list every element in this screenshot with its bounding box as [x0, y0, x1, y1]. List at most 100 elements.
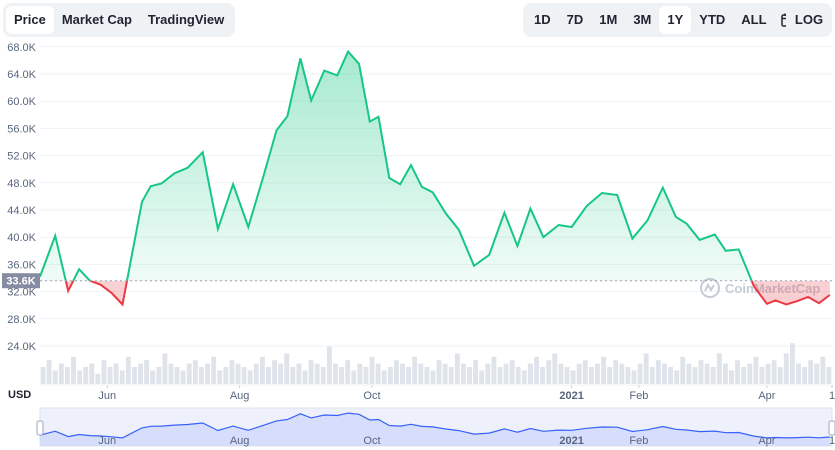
volume-bar [454, 353, 460, 384]
volume-bar [393, 360, 399, 384]
volume-bar [64, 367, 70, 384]
volume-bar [296, 363, 302, 384]
volume-bar [284, 353, 290, 384]
range-all[interactable]: ALL [741, 12, 767, 27]
x-axis: Jun Aug Oct 2021 Feb Apr 1 [40, 384, 835, 402]
volume-bar [107, 367, 113, 384]
volume-bar [692, 367, 698, 384]
volume-bar [46, 360, 52, 384]
volume-bar [686, 363, 692, 384]
volume-bar [223, 367, 229, 384]
navigator-tick-label: Apr [758, 435, 775, 447]
x-tick-label: Aug [230, 390, 250, 402]
navigator: Jun Aug Oct 2021 Feb Apr 1 [36, 407, 835, 447]
volume-bar [826, 367, 832, 384]
range-3m[interactable]: 3M [633, 12, 652, 27]
volume-bar [637, 363, 643, 384]
volume-bar [808, 360, 814, 384]
time-range-selector: 1D 7D 1M 3M 1Y YTD ALL [523, 3, 804, 37]
volume-bar [339, 367, 345, 384]
volume-bar [138, 363, 143, 384]
price-line-up [39, 49, 753, 281]
volume-bar [333, 363, 338, 384]
volume-bar [95, 373, 101, 384]
volume-bar [205, 363, 210, 384]
volume-bar [448, 367, 454, 384]
volume-bar [796, 363, 801, 384]
navigator-tick-label: Oct [363, 435, 380, 447]
tab-tradingview[interactable]: TradingView [147, 12, 225, 27]
volume-bar [247, 370, 253, 384]
navigator-tick-label: Feb [629, 435, 648, 447]
volume-bar [351, 370, 357, 384]
volume-bar [722, 363, 728, 384]
range-7d[interactable]: 7D [566, 12, 584, 27]
volume-bar [131, 367, 137, 384]
range-ytd[interactable]: YTD [699, 12, 726, 27]
volume-bar [150, 370, 156, 384]
volume-bar [113, 363, 119, 384]
volume-bar [58, 363, 64, 384]
volume-bar [125, 356, 131, 384]
volume-bar [558, 363, 564, 384]
volume-bar [759, 367, 765, 384]
volume-bar [582, 360, 588, 384]
volume-bar [643, 353, 649, 384]
volume-bar [479, 370, 485, 384]
chart-type-tabs: Price Market Cap TradingView [3, 3, 236, 37]
volume-bar [765, 363, 771, 384]
volume-bar [436, 360, 442, 384]
volume-bar [467, 367, 472, 384]
volume-bar [814, 363, 820, 384]
volume-bar [412, 356, 418, 384]
volume-bar [381, 370, 387, 384]
volume-bar [278, 363, 284, 384]
navigator-handle-left[interactable] [36, 420, 44, 436]
y-tick-label: 40.0K [7, 232, 36, 244]
volume-bar [211, 356, 217, 384]
volume-bar [802, 367, 808, 384]
volume-bar [144, 360, 150, 384]
volume-bar [418, 363, 424, 384]
navigator-tick-label: 2021 [559, 435, 583, 447]
volume-bar [406, 367, 412, 384]
tab-market-cap[interactable]: Market Cap [61, 12, 132, 27]
y-tick-label: 60.0K [7, 96, 36, 108]
range-1d[interactable]: 1D [534, 12, 551, 27]
volume-bar [192, 360, 198, 384]
volume-bar [534, 356, 539, 384]
y-tick-label: 28.0K [7, 314, 36, 326]
volume-bar [229, 360, 235, 384]
volume-bar [290, 367, 296, 384]
volume-bar [710, 367, 716, 384]
volume-bar [326, 346, 332, 384]
navigator-tick-label: Aug [230, 435, 250, 447]
volume-bar [607, 367, 613, 384]
volume-bar [235, 363, 241, 384]
y-tick-label: 52.0K [7, 151, 36, 163]
volume-bar [515, 367, 521, 384]
volume-bar [156, 367, 162, 384]
volume-bar [747, 363, 753, 384]
y-tick-label: 68.0K [7, 42, 36, 54]
volume-bar [503, 363, 509, 384]
range-1m[interactable]: 1M [599, 12, 618, 27]
range-1y[interactable]: 1Y [659, 6, 692, 34]
volume-bar [521, 370, 527, 384]
x-tick-label: Jun [98, 390, 116, 402]
navigator-handle-right[interactable] [828, 420, 835, 436]
y-tick-label: 64.0K [7, 69, 36, 81]
log-scale-toggle[interactable]: LOG [786, 3, 832, 37]
volume-bar [704, 363, 710, 384]
volume-bar [199, 367, 204, 384]
y-axis: 24.0K 28.0K 32.0K 36.0K 40.0K 44.0K 48.0K 52.0K… [7, 42, 36, 353]
volume-bar [527, 363, 533, 384]
volume-bar [619, 363, 625, 384]
volume-bar [302, 370, 308, 384]
volume-bar [698, 360, 704, 384]
volume-bar [369, 356, 375, 384]
volume-bar [174, 367, 180, 384]
tab-price[interactable]: Price [6, 6, 54, 34]
price-area [39, 49, 831, 307]
volume-bar [613, 360, 619, 384]
